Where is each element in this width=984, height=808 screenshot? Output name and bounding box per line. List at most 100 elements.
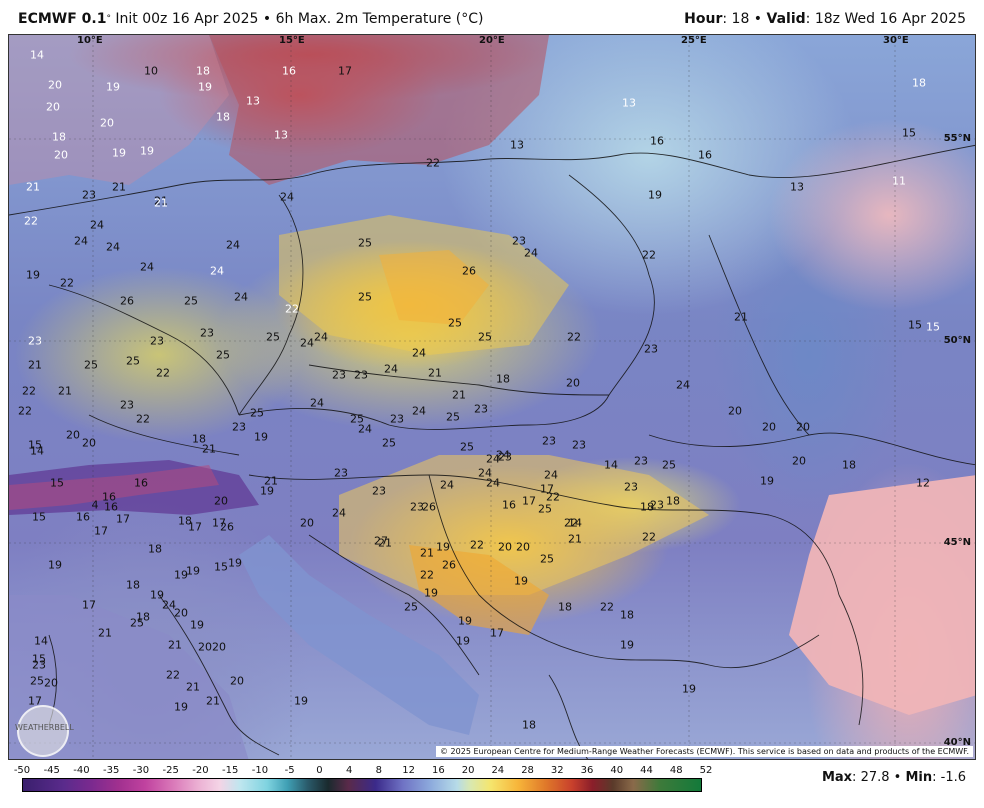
temperature-value: 21 bbox=[428, 366, 442, 380]
temperature-value: 18 bbox=[178, 514, 192, 528]
temperature-value: 21 bbox=[264, 474, 278, 488]
temperature-value: 26 bbox=[462, 264, 476, 278]
temperature-value: 24 bbox=[496, 448, 510, 462]
temperature-value: 19 bbox=[150, 588, 164, 602]
temperature-value: 19 bbox=[294, 694, 308, 708]
temperature-value: 18 bbox=[558, 600, 572, 614]
colorbar-ticks: -50 -45 -40 -35 -30 -25 -20 -15 -10 -5 0 4 8 12 16 20 24… bbox=[14, 765, 713, 777]
temperature-value: 21 bbox=[168, 638, 182, 652]
temperature-value: 15 bbox=[32, 510, 46, 524]
temperature-value: 16 bbox=[134, 476, 148, 490]
temperature-value: 14 bbox=[30, 48, 44, 62]
temperature-value: 21 bbox=[154, 194, 168, 208]
colorbar-tick-label: -45 bbox=[43, 765, 60, 776]
temperature-value: 17 bbox=[522, 494, 536, 508]
temperature-value: 14 bbox=[568, 516, 582, 530]
colorbar bbox=[22, 778, 702, 792]
lat-label-50n: 50°N bbox=[943, 335, 971, 346]
temperature-value: 14 bbox=[30, 444, 44, 458]
temperature-value: 22 bbox=[166, 668, 180, 682]
colorbar-tick-label: -25 bbox=[162, 765, 179, 776]
temperature-value: 25 bbox=[184, 294, 198, 308]
temperature-value: 23 bbox=[572, 438, 586, 452]
temperature-value: 20 bbox=[230, 674, 244, 688]
temperature-map[interactable]: 10°E 15°E 20°E 25°E 30°E 55°N 50°N 45°N … bbox=[8, 34, 976, 760]
init-time: Init 00z 16 Apr 2025 bbox=[115, 11, 259, 27]
temperature-value: 26 bbox=[120, 294, 134, 308]
temperature-value: 25 bbox=[84, 358, 98, 372]
temperature-value: 22 bbox=[426, 156, 440, 170]
temperature-value: 21 bbox=[154, 196, 168, 210]
valid-value: 18z Wed 16 Apr 2025 bbox=[814, 11, 966, 27]
temperature-value: 22 bbox=[420, 568, 434, 582]
temperature-value: 13 bbox=[246, 94, 260, 108]
colorbar-tick-label: 32 bbox=[550, 765, 564, 776]
serbia-hot bbox=[409, 545, 549, 635]
temperature-value: 19 bbox=[648, 188, 662, 202]
temperature-value: 19 bbox=[190, 618, 204, 632]
temperature-value: 23 bbox=[120, 398, 134, 412]
temperature-value: 24 bbox=[524, 246, 538, 260]
temperature-value: 22 bbox=[642, 248, 656, 262]
temperature-value: 24 bbox=[412, 346, 426, 360]
temperature-value: 4 bbox=[91, 498, 99, 512]
temperature-value: 17 bbox=[490, 626, 504, 640]
colorbar-tick-label: -30 bbox=[132, 765, 150, 776]
temperature-value: 25 bbox=[266, 330, 280, 344]
temperature-value: 17 bbox=[212, 516, 226, 530]
temperature-value: 15 bbox=[926, 320, 940, 334]
temperature-value: 22 bbox=[470, 538, 484, 552]
temperature-value: 17 bbox=[338, 64, 352, 78]
temperature-value: 15 bbox=[50, 476, 64, 490]
temperature-value: 18 bbox=[620, 608, 634, 622]
temperature-value: 23 bbox=[150, 334, 164, 348]
lon-label-25e: 25°E bbox=[681, 35, 707, 46]
map-title: ECMWF 0.1° Init 00z 16 Apr 2025 • 6h Max… bbox=[18, 11, 484, 27]
temperature-value: 24 bbox=[210, 264, 224, 278]
temperature-value: 20 bbox=[796, 420, 810, 434]
temperature-value: 20 bbox=[198, 640, 212, 654]
max-label: Max bbox=[821, 770, 853, 785]
temperature-value: 23 bbox=[410, 500, 424, 514]
temperature-value: 21 bbox=[58, 384, 72, 398]
temperature-value: 21 bbox=[734, 310, 748, 324]
temperature-value: 21 bbox=[202, 442, 216, 456]
temperature-value: 20 bbox=[214, 494, 228, 508]
temperature-value: 16 bbox=[698, 148, 712, 162]
temperature-value: 20 bbox=[82, 436, 96, 450]
temperature-value: 25 bbox=[358, 236, 372, 250]
temperature-value: 17 bbox=[94, 524, 108, 538]
temperature-value: 20 bbox=[516, 540, 530, 554]
temperature-value: 24 bbox=[162, 598, 176, 612]
temperature-value: 23 bbox=[82, 188, 96, 202]
colorbar-tick-label: 0 bbox=[316, 765, 323, 776]
temperature-value: 11 bbox=[892, 174, 906, 188]
colorbar-tick-label: 8 bbox=[375, 765, 383, 776]
temperature-value: 19 bbox=[140, 144, 154, 158]
temperature-value: 18 bbox=[196, 64, 210, 78]
lat-label-55n: 55°N bbox=[943, 133, 971, 144]
temperature-value: 23 bbox=[32, 658, 46, 672]
temperature-value: 26 bbox=[442, 558, 456, 572]
temperature-value: 20 bbox=[44, 676, 58, 690]
colorbar-tick-label: 28 bbox=[521, 765, 534, 776]
temperature-value: 19 bbox=[514, 574, 528, 588]
temperature-value: 22 bbox=[18, 404, 32, 418]
temperature-value: 20 bbox=[762, 420, 776, 434]
temperature-value: 24 bbox=[310, 396, 324, 410]
temperature-value: 20 bbox=[174, 606, 188, 620]
temperature-value: 24 bbox=[234, 290, 248, 304]
colorbar-tick-label: 16 bbox=[431, 765, 445, 776]
temperature-value: 18 bbox=[912, 76, 926, 90]
temperature-value: 16 bbox=[502, 498, 516, 512]
temperature-value: 15 bbox=[214, 560, 228, 574]
temperature-value: 20 bbox=[728, 404, 742, 418]
temperature-value: 15 bbox=[908, 318, 922, 332]
temperature-value: 23 bbox=[512, 234, 526, 248]
temperature-value: 20 bbox=[46, 100, 60, 114]
temperature-value: 16 bbox=[650, 134, 664, 148]
temperature-value: 20 bbox=[498, 540, 512, 554]
temperature-value: 20 bbox=[566, 376, 580, 390]
temperature-value: 19 bbox=[436, 540, 450, 554]
colorbar-tick-label: 24 bbox=[491, 765, 505, 776]
